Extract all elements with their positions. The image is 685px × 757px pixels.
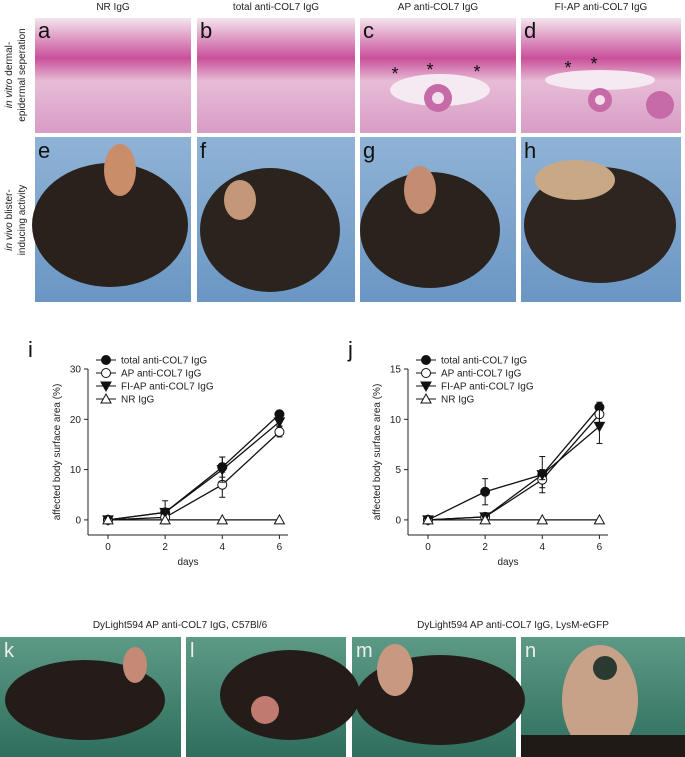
legend-label: NR IgG [441, 395, 475, 406]
data-point [593, 513, 606, 525]
data-point [100, 392, 112, 404]
data-point [101, 355, 111, 365]
legend-label: FI-AP anti-COL7 IgG [121, 382, 214, 393]
y-axis-label: affected body surface area (%) [372, 384, 383, 521]
y-tick-label: 0 [75, 515, 81, 526]
chart: i 0 10 20 30 0 2 4 6 days affected body surface ar… [28, 337, 288, 568]
x-tick-label: 6 [277, 542, 283, 553]
panel-letter: g [363, 138, 375, 163]
asterisk: * [564, 58, 571, 78]
panel-letter: m [356, 640, 373, 662]
series-line [427, 413, 600, 521]
x-tick-label: 4 [540, 542, 546, 553]
chart-letter: j [347, 337, 353, 362]
row-label: in vitro dermal-epidermal seperation [4, 28, 28, 121]
series-line [107, 413, 280, 521]
panel-letter: n [525, 640, 536, 662]
data-point [593, 421, 606, 433]
x-tick-label: 4 [220, 542, 226, 553]
legend-label: total anti-COL7 IgG [121, 356, 207, 367]
panel-letter: d [524, 18, 536, 43]
legend-label: AP anti-COL7 IgG [121, 369, 202, 380]
y-tick-label: 10 [390, 415, 402, 426]
bottom-photos [0, 637, 685, 757]
data-point [102, 513, 114, 525]
asterisk: * [426, 60, 433, 80]
y-tick-label: 5 [395, 465, 401, 476]
asterisk: * [391, 64, 398, 84]
data-point [421, 368, 431, 378]
mouse-photos [32, 137, 681, 302]
chart: j 0 5 10 15 0 2 4 6 days affected body surface are… [347, 337, 608, 568]
data-point [216, 465, 229, 476]
data-point [536, 513, 549, 525]
x-tick-label: 0 [425, 542, 431, 553]
data-point [421, 355, 431, 365]
row-label-line: in vitro dermal- [4, 42, 15, 108]
data-point [536, 470, 549, 481]
y-tick-label: 20 [70, 415, 82, 426]
row-label-line: in vivo blister- [4, 189, 15, 250]
legend-label: total anti-COL7 IgG [441, 356, 527, 367]
panel-letter: k [4, 640, 15, 662]
series-line [107, 431, 280, 521]
panel-title: DyLight594 AP anti-COL7 IgG, C57Bl/6 [93, 620, 268, 631]
y-tick-label: 30 [70, 365, 82, 376]
x-tick-label: 0 [105, 542, 111, 553]
x-axis-label: days [497, 557, 518, 568]
y-tick-label: 0 [395, 515, 401, 526]
legend-label: AP anti-COL7 IgG [441, 369, 522, 380]
data-point [420, 381, 432, 393]
y-axis-label: affected body surface area (%) [52, 384, 63, 521]
histology-panels [35, 18, 681, 133]
panel-letter: b [200, 18, 212, 43]
data-point [480, 486, 491, 497]
panel-letter: l [190, 640, 194, 662]
column-header: FI-AP anti-COL7 IgG [555, 2, 648, 13]
panel-letter: c [363, 18, 374, 43]
data-point [101, 368, 111, 378]
series-line [427, 406, 600, 521]
panel-title: DyLight594 AP anti-COL7 IgG, LysM-eGFP [417, 620, 609, 631]
data-point [100, 381, 112, 393]
asterisk: * [590, 54, 597, 74]
data-point [159, 513, 171, 525]
data-point [216, 513, 229, 525]
data-point [479, 513, 491, 525]
chart-letter: i [28, 337, 33, 362]
series-line [427, 425, 600, 521]
row-label-text: dermal- [4, 42, 15, 76]
row-label-line: inducing activity [17, 185, 28, 256]
data-point [159, 507, 171, 519]
x-tick-label: 2 [482, 542, 488, 553]
row-label-line: epidermal seperation [17, 28, 28, 121]
row-label: in vivo blister-inducing activity [4, 185, 28, 256]
data-point [273, 417, 286, 428]
panel-letter: e [38, 138, 50, 163]
data-point [273, 513, 286, 525]
x-axis-label: days [177, 557, 198, 568]
y-tick-label: 15 [390, 365, 402, 376]
data-point [420, 392, 432, 404]
panel-letter: a [38, 18, 51, 43]
asterisk: * [473, 62, 480, 82]
series-line [107, 421, 280, 521]
column-header: AP anti-COL7 IgG [398, 2, 479, 13]
data-point [422, 513, 434, 525]
row-label-italic: in vitro [4, 78, 15, 108]
x-tick-label: 6 [597, 542, 603, 553]
column-header: total anti-COL7 IgG [233, 2, 319, 13]
y-tick-label: 10 [70, 465, 82, 476]
panel-letter: f [200, 138, 207, 163]
column-header: NR IgG [96, 2, 130, 13]
x-tick-label: 2 [162, 542, 168, 553]
data-point [274, 426, 285, 437]
row-label-italic: in vivo [4, 222, 15, 251]
legend-label: NR IgG [121, 395, 155, 406]
panel-letter: h [524, 138, 536, 163]
row-label-text: blister- [4, 189, 15, 219]
legend-label: FI-AP anti-COL7 IgG [441, 382, 534, 393]
